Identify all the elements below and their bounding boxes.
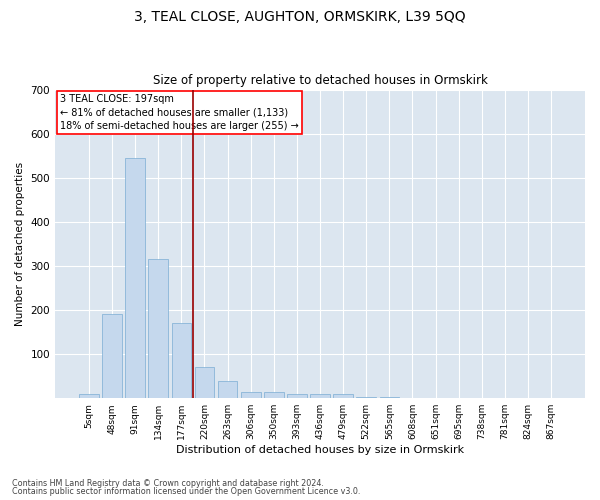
Text: 3 TEAL CLOSE: 197sqm
← 81% of detached houses are smaller (1,133)
18% of semi-de: 3 TEAL CLOSE: 197sqm ← 81% of detached h… bbox=[61, 94, 299, 130]
Bar bbox=[102, 314, 122, 398]
Text: Contains public sector information licensed under the Open Government Licence v3: Contains public sector information licen… bbox=[12, 487, 361, 496]
Bar bbox=[264, 392, 284, 398]
Text: Contains HM Land Registry data © Crown copyright and database right 2024.: Contains HM Land Registry data © Crown c… bbox=[12, 478, 324, 488]
Bar bbox=[334, 394, 353, 398]
Bar bbox=[241, 392, 260, 398]
Bar bbox=[287, 394, 307, 398]
Bar bbox=[148, 260, 168, 398]
Title: Size of property relative to detached houses in Ormskirk: Size of property relative to detached ho… bbox=[152, 74, 487, 87]
Bar bbox=[194, 368, 214, 398]
Y-axis label: Number of detached properties: Number of detached properties bbox=[15, 162, 25, 326]
Bar bbox=[79, 394, 99, 398]
Bar bbox=[356, 397, 376, 398]
Bar bbox=[172, 323, 191, 398]
Bar bbox=[310, 394, 330, 398]
X-axis label: Distribution of detached houses by size in Ormskirk: Distribution of detached houses by size … bbox=[176, 445, 464, 455]
Bar bbox=[218, 380, 238, 398]
Text: 3, TEAL CLOSE, AUGHTON, ORMSKIRK, L39 5QQ: 3, TEAL CLOSE, AUGHTON, ORMSKIRK, L39 5Q… bbox=[134, 10, 466, 24]
Bar bbox=[125, 158, 145, 398]
